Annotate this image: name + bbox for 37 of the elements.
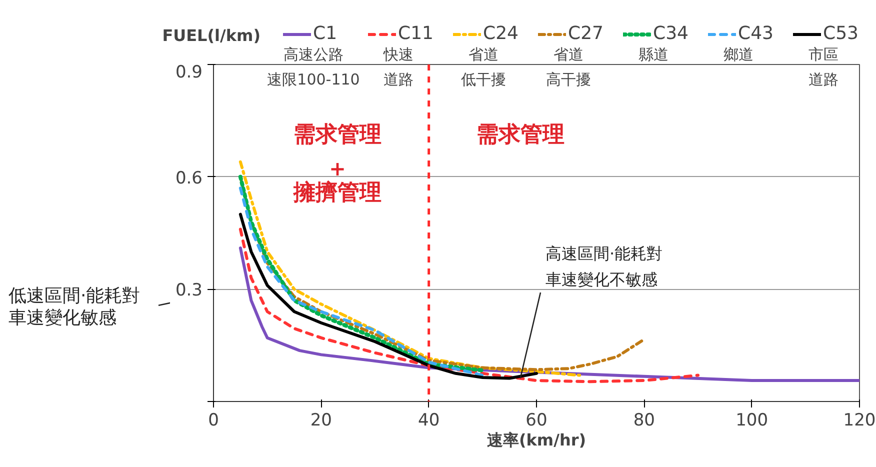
- legend-label: C53: [823, 23, 858, 44]
- legend-label: C1: [313, 23, 338, 44]
- y-axis-title: FUEL(l/km): [162, 26, 260, 45]
- annotation: 道路: [808, 70, 838, 88]
- text: 低速區間·能耗對車速變化敏感: [8, 286, 140, 328]
- annotation: 縣道: [638, 46, 668, 64]
- legend-label: C24: [483, 23, 518, 44]
- annotation: 速限100-110: [267, 70, 360, 88]
- x-axis-title: 速率(km/hr): [486, 430, 586, 450]
- y-tick-label: 0.9: [175, 62, 203, 82]
- annotation: +: [329, 156, 346, 180]
- annotation: 快速: [382, 46, 414, 64]
- annotation: 省道: [554, 46, 584, 64]
- legend-label: C27: [568, 23, 604, 44]
- annotation: 省道: [468, 46, 498, 64]
- x-tick-label: 40: [418, 410, 440, 430]
- annotation: 高速區間·能耗對車速變化不敏感: [546, 244, 663, 289]
- annotation: 市區: [808, 46, 838, 64]
- annotation: 需求管理: [476, 122, 564, 148]
- legend-label: C11: [398, 23, 434, 44]
- annotation: 高速公路: [284, 46, 344, 64]
- legend-label: C43: [738, 23, 774, 44]
- legend-label: C34: [653, 23, 688, 44]
- annotation: 擁擠管理: [292, 180, 382, 206]
- annotation: 高干擾: [546, 70, 591, 88]
- annotation: 低干擾: [461, 70, 506, 88]
- annotation: 需求管理: [294, 122, 382, 148]
- x-tick-label: 120: [843, 410, 876, 430]
- x-tick-label: 80: [633, 410, 655, 430]
- x-tick-label: 60: [526, 410, 548, 430]
- annotation: 鄉道: [724, 46, 754, 64]
- y-tick-label: 0.6: [175, 168, 203, 188]
- x-tick-label: 20: [310, 410, 332, 430]
- y-tick-label: 0.3: [175, 280, 203, 301]
- x-tick-label: 100: [736, 410, 768, 430]
- x-tick-label: 0: [208, 410, 219, 430]
- annotation: 道路: [384, 70, 414, 88]
